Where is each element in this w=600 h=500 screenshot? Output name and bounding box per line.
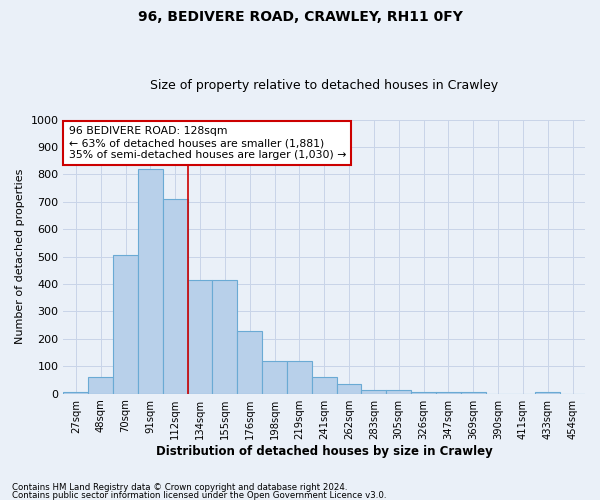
X-axis label: Distribution of detached houses by size in Crawley: Distribution of detached houses by size … [156,444,493,458]
Bar [312,378,337,394]
Bar [237,330,262,394]
Text: Contains public sector information licensed under the Open Government Licence v3: Contains public sector information licen… [12,490,386,500]
Bar [88,378,113,394]
Bar [138,169,163,394]
Bar [64,392,88,394]
Bar [163,199,188,394]
Bar [436,392,461,394]
Text: 96 BEDIVERE ROAD: 128sqm
← 63% of detached houses are smaller (1,881)
35% of sem: 96 BEDIVERE ROAD: 128sqm ← 63% of detach… [68,126,346,160]
Bar [411,392,436,394]
Bar [212,280,237,394]
Text: 96, BEDIVERE ROAD, CRAWLEY, RH11 0FY: 96, BEDIVERE ROAD, CRAWLEY, RH11 0FY [137,10,463,24]
Bar [113,256,138,394]
Text: Contains HM Land Registry data © Crown copyright and database right 2024.: Contains HM Land Registry data © Crown c… [12,484,347,492]
Bar [262,361,287,394]
Bar [188,280,212,394]
Bar [337,384,361,394]
Bar [361,390,386,394]
Bar [287,361,312,394]
Y-axis label: Number of detached properties: Number of detached properties [15,169,25,344]
Bar [461,392,485,394]
Bar [386,390,411,394]
Title: Size of property relative to detached houses in Crawley: Size of property relative to detached ho… [150,79,498,92]
Bar [535,392,560,394]
